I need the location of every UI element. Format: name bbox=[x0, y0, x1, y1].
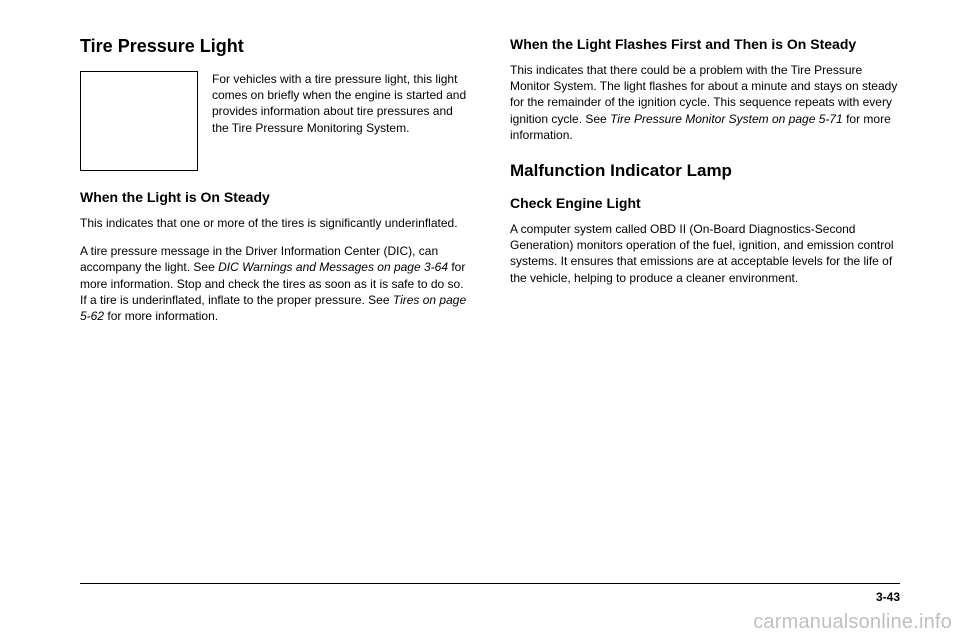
reference-link: DIC Warnings and Messages on page 3-64 bbox=[218, 260, 448, 274]
subheading-check-engine: Check Engine Light bbox=[510, 195, 900, 211]
page-number: 3-43 bbox=[876, 590, 900, 604]
paragraph: A computer system called OBD II (On-Boar… bbox=[510, 221, 900, 286]
tire-pressure-icon-placeholder bbox=[80, 71, 198, 171]
subheading-light-flashes: When the Light Flashes First and Then is… bbox=[510, 36, 900, 52]
intro-text: For vehicles with a tire pressure light,… bbox=[212, 71, 470, 136]
paragraph: This indicates that there could be a pro… bbox=[510, 62, 900, 143]
left-column: Tire Pressure Light For vehicles with a … bbox=[80, 36, 470, 336]
subheading-light-on-steady: When the Light is On Steady bbox=[80, 189, 470, 205]
right-column: When the Light Flashes First and Then is… bbox=[510, 36, 900, 336]
footer-divider bbox=[80, 583, 900, 584]
heading-tire-pressure-light: Tire Pressure Light bbox=[80, 36, 470, 57]
intro-row: For vehicles with a tire pressure light,… bbox=[80, 71, 470, 171]
reference-link: Tire Pressure Monitor System on page 5-7… bbox=[610, 112, 843, 126]
heading-malfunction-indicator: Malfunction Indicator Lamp bbox=[510, 161, 900, 181]
paragraph: A tire pressure message in the Driver In… bbox=[80, 243, 470, 324]
watermark: carmanualsonline.info bbox=[753, 611, 952, 634]
page-content: Tire Pressure Light For vehicles with a … bbox=[0, 0, 960, 336]
text-run: for more information. bbox=[104, 309, 218, 323]
paragraph: This indicates that one or more of the t… bbox=[80, 215, 470, 231]
